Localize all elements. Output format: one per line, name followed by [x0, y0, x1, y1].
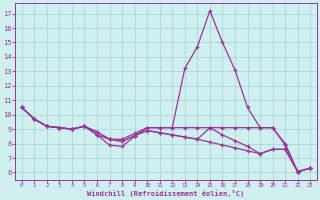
- X-axis label: Windchill (Refroidissement éolien,°C): Windchill (Refroidissement éolien,°C): [87, 190, 244, 197]
